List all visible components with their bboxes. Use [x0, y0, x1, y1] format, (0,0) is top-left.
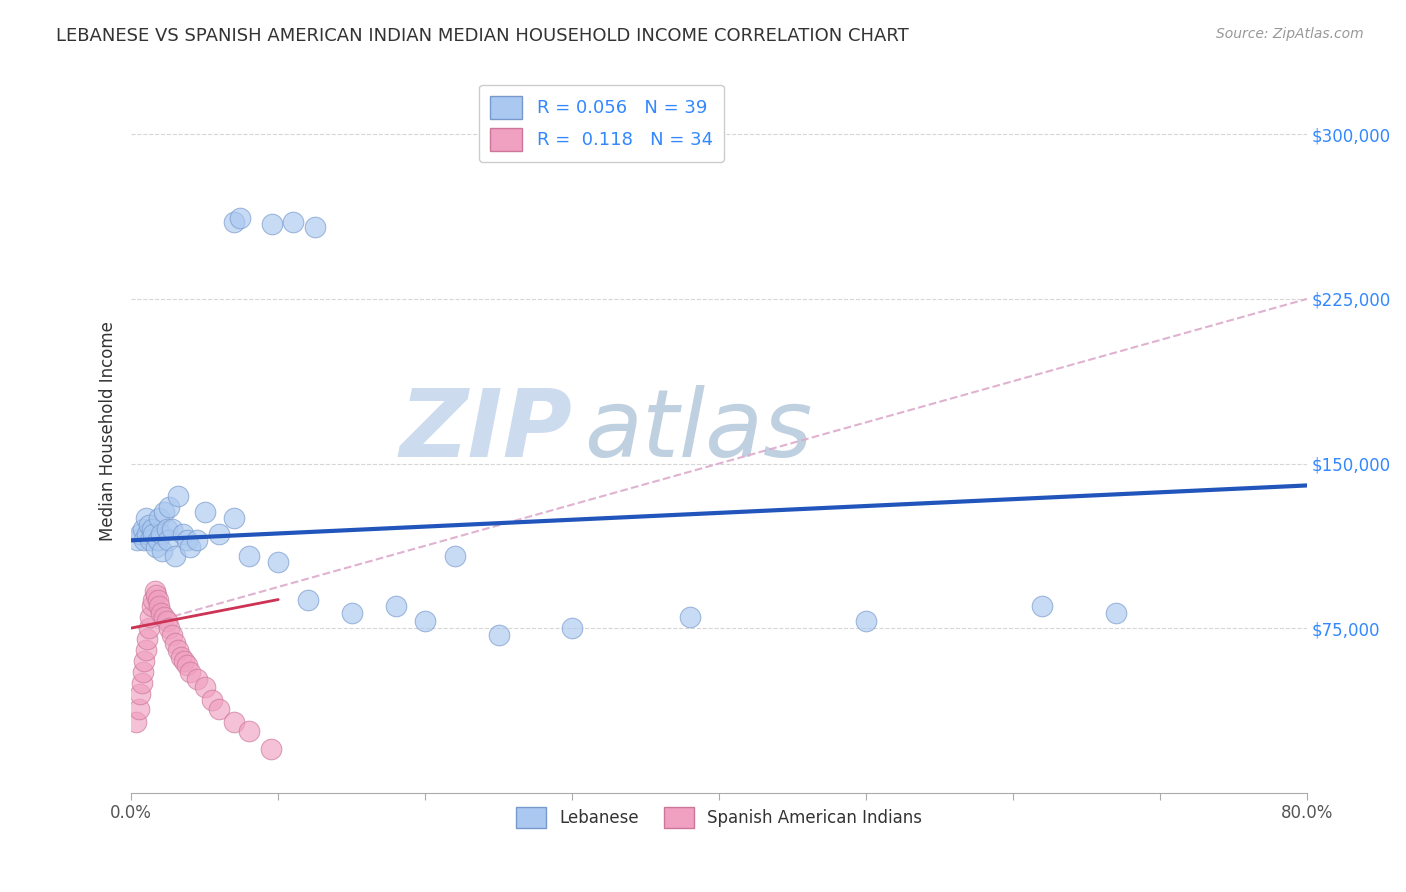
- Point: [186, 672, 208, 686]
- Point: [141, 522, 163, 536]
- Point: [1031, 599, 1053, 614]
- Point: [167, 643, 190, 657]
- Point: [167, 490, 190, 504]
- Point: [135, 511, 157, 525]
- Point: [229, 211, 252, 225]
- Point: [297, 592, 319, 607]
- Point: [173, 654, 195, 668]
- Point: [152, 610, 174, 624]
- Point: [139, 610, 162, 624]
- Point: [172, 526, 194, 541]
- Point: [262, 217, 284, 231]
- Point: [135, 643, 157, 657]
- Point: [142, 592, 165, 607]
- Point: [139, 533, 162, 548]
- Point: [143, 583, 166, 598]
- Point: [165, 636, 187, 650]
- Point: [194, 681, 217, 695]
- Point: [267, 555, 290, 569]
- Point: [179, 665, 201, 679]
- Point: [129, 526, 152, 541]
- Point: [148, 599, 170, 614]
- Point: [443, 549, 465, 563]
- Text: LEBANESE VS SPANISH AMERICAN INDIAN MEDIAN HOUSEHOLD INCOME CORRELATION CHART: LEBANESE VS SPANISH AMERICAN INDIAN MEDI…: [56, 27, 910, 45]
- Point: [340, 606, 363, 620]
- Point: [136, 632, 159, 646]
- Point: [176, 658, 198, 673]
- Point: [224, 715, 246, 730]
- Point: [238, 549, 260, 563]
- Point: [194, 505, 217, 519]
- Point: [129, 687, 152, 701]
- Point: [127, 533, 149, 548]
- Point: [159, 621, 181, 635]
- Point: [162, 628, 184, 642]
- Point: [208, 526, 231, 541]
- Point: [170, 649, 193, 664]
- Point: [155, 522, 177, 536]
- Point: [138, 621, 160, 635]
- Point: [149, 606, 172, 620]
- Point: [224, 215, 246, 229]
- Point: [141, 599, 163, 614]
- Text: atlas: atlas: [583, 385, 813, 476]
- Point: [134, 533, 156, 548]
- Point: [855, 615, 877, 629]
- Point: [179, 540, 201, 554]
- Point: [162, 522, 184, 536]
- Text: ZIP: ZIP: [399, 384, 572, 476]
- Point: [136, 526, 159, 541]
- Point: [146, 533, 169, 548]
- Point: [138, 518, 160, 533]
- Point: [208, 702, 231, 716]
- Point: [176, 533, 198, 548]
- Point: [132, 665, 155, 679]
- Point: [165, 549, 187, 563]
- Point: [142, 526, 165, 541]
- Point: [146, 592, 169, 607]
- Point: [561, 621, 583, 635]
- Point: [124, 715, 146, 730]
- Point: [679, 610, 702, 624]
- Point: [304, 219, 326, 234]
- Point: [1105, 606, 1128, 620]
- Point: [132, 522, 155, 536]
- Y-axis label: Median Household Income: Median Household Income: [100, 320, 117, 541]
- Point: [201, 693, 224, 707]
- Point: [152, 505, 174, 519]
- Point: [413, 615, 436, 629]
- Point: [260, 741, 283, 756]
- Point: [145, 588, 167, 602]
- Text: Source: ZipAtlas.com: Source: ZipAtlas.com: [1216, 27, 1364, 41]
- Point: [150, 544, 173, 558]
- Point: [159, 500, 181, 515]
- Point: [149, 526, 172, 541]
- Point: [186, 533, 208, 548]
- Point: [128, 702, 150, 716]
- Point: [155, 615, 177, 629]
- Legend: Lebanese, Spanish American Indians: Lebanese, Spanish American Indians: [509, 800, 929, 835]
- Point: [488, 628, 510, 642]
- Point: [134, 654, 156, 668]
- Point: [238, 724, 260, 739]
- Point: [145, 540, 167, 554]
- Point: [131, 676, 153, 690]
- Point: [281, 215, 304, 229]
- Point: [384, 599, 406, 614]
- Point: [156, 533, 179, 548]
- Point: [224, 511, 246, 525]
- Point: [148, 511, 170, 525]
